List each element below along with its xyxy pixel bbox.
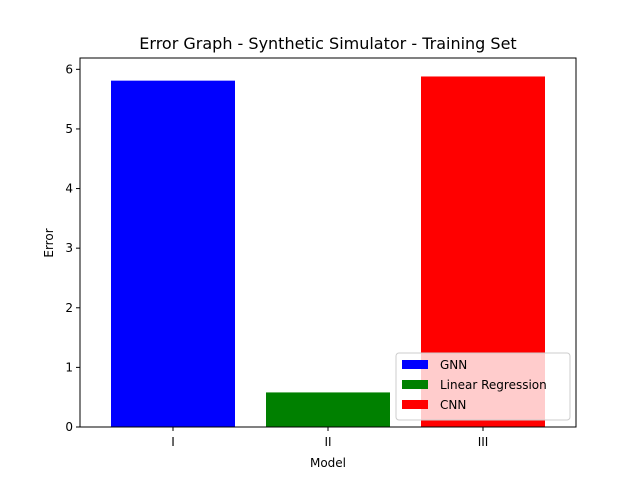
y-tick-label: 5 (65, 122, 73, 136)
legend: GNN Linear Regression CNN (395, 352, 571, 421)
legend-box (395, 352, 571, 421)
chart-title: Error Graph - Synthetic Simulator - Trai… (139, 34, 516, 53)
y-axis-label: Error (42, 228, 56, 257)
bar-II (266, 392, 390, 427)
legend-swatch-I (402, 360, 428, 369)
y-tick-label: 4 (65, 182, 73, 196)
legend-label: Linear Regression (440, 378, 547, 392)
legend-swatch-II (402, 380, 428, 389)
y-tick-label: 6 (65, 62, 73, 76)
x-axis-ticks: I II III (171, 427, 488, 449)
legend-label: CNN (440, 398, 466, 412)
y-tick-label: 2 (65, 301, 73, 315)
y-tick-label: 3 (65, 241, 73, 255)
y-tick-label: 0 (65, 420, 73, 434)
x-tick-label: II (324, 435, 331, 449)
x-tick-label: III (478, 435, 489, 449)
bar-I (111, 80, 235, 428)
x-axis-label: Model (310, 456, 346, 470)
legend-swatch-III (402, 400, 428, 409)
plot-frame (79, 57, 577, 428)
legend-label: GNN (440, 358, 467, 372)
y-tick-label: 1 (65, 360, 73, 374)
y-axis-ticks: 0 1 2 3 4 5 6 (65, 62, 80, 434)
x-tick-label: I (171, 435, 175, 449)
